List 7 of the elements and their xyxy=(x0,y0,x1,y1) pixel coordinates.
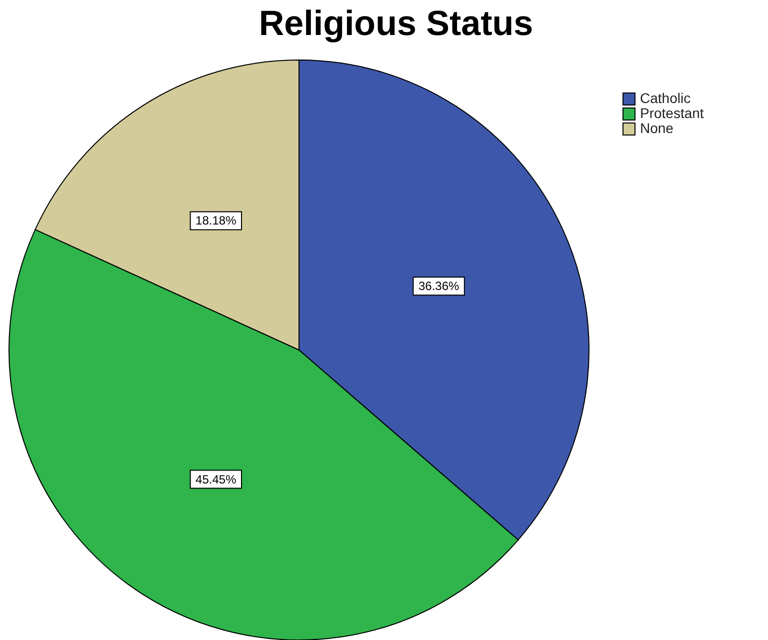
legend-label: Protestant xyxy=(640,105,704,121)
data-label: 45.45% xyxy=(196,472,237,486)
data-label: 36.36% xyxy=(418,279,460,294)
data-label: 18.18% xyxy=(196,214,237,228)
legend-label: None xyxy=(640,120,674,136)
legend-label: Catholic xyxy=(640,90,691,106)
chart-title: Religious Status xyxy=(258,4,534,43)
